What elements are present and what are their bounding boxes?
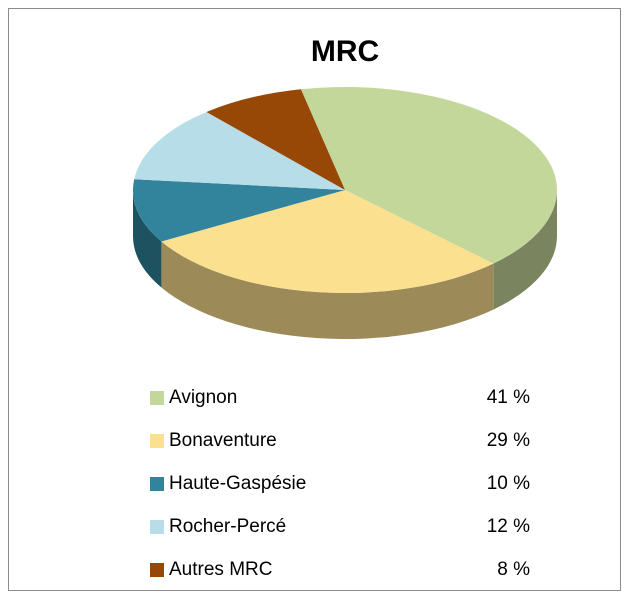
value-label: 41 % — [487, 387, 530, 408]
legend-label: Autres MRC — [169, 559, 272, 580]
legend-swatch — [150, 391, 164, 405]
slice-side — [133, 190, 162, 288]
legend-swatch — [150, 434, 164, 448]
value-label: 10 % — [487, 473, 530, 494]
slice-side — [493, 190, 557, 310]
slice — [206, 89, 345, 190]
legend-swatch — [150, 563, 164, 577]
chart-title: MRC — [311, 35, 379, 68]
value-label: 29 % — [487, 430, 530, 451]
slice — [300, 86, 557, 264]
legend-label: Bonaventure — [169, 430, 277, 451]
slice — [133, 179, 345, 242]
value-label: 8 % — [497, 559, 530, 580]
legend-swatch — [150, 520, 164, 534]
slice-side — [161, 241, 494, 339]
slice — [161, 190, 494, 293]
value-label: 12 % — [487, 516, 530, 537]
slice — [134, 112, 345, 190]
legend-label: Rocher-Percé — [169, 516, 286, 537]
legend-label: Avignon — [169, 387, 237, 408]
legend-label: Haute-Gaspésie — [169, 473, 306, 494]
legend-swatch — [150, 477, 164, 491]
